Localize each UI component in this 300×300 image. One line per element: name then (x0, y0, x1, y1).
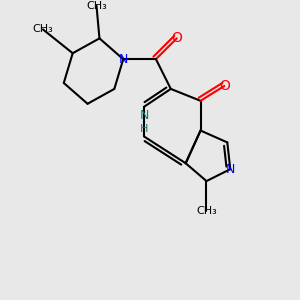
Text: CH₃: CH₃ (196, 206, 217, 216)
Text: CH₃: CH₃ (33, 24, 53, 34)
Text: O: O (219, 79, 230, 93)
Text: O: O (171, 32, 182, 45)
Text: H: H (140, 124, 148, 134)
Text: N: N (140, 109, 149, 122)
Text: CH₃: CH₃ (86, 1, 107, 11)
Text: N: N (118, 53, 128, 66)
Text: N: N (226, 163, 235, 176)
